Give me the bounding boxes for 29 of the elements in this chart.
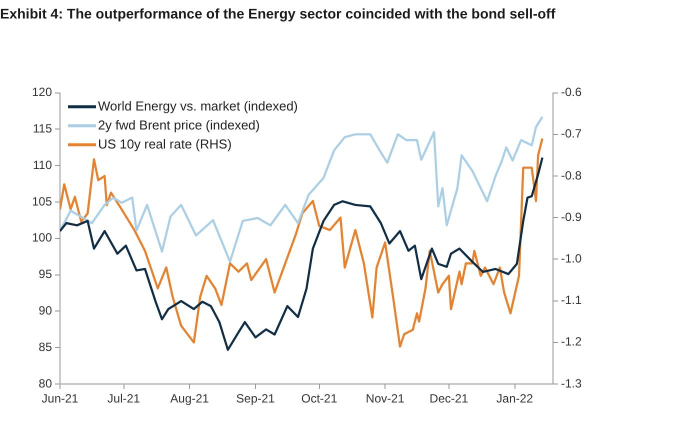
y-tick-label: 105 [32,194,52,208]
y2-tick-label: -1.3 [561,376,582,390]
y-tick-label: 115 [32,122,52,136]
x-tick-label: Oct-21 [301,392,338,406]
x-tick-label: Jul-21 [107,392,140,406]
y2-tick-label: -0.9 [561,210,582,224]
y2-tick-label: -0.7 [561,126,582,141]
y2-tick-label: -1.2 [561,334,582,349]
x-tick-label: Aug-21 [170,392,210,406]
y-tick-label: 90 [38,304,52,318]
y2-tick-label: -1.1 [561,293,582,308]
y-tick-label: 100 [32,230,52,245]
legend-label: World Energy vs. market (indexed) [98,98,298,114]
x-tick-label: Jan-22 [496,392,534,406]
x-tick-label: Jun-21 [42,392,79,406]
legend-label: 2y fwd Brent price (indexed) [98,117,260,132]
legend-label: US 10y real rate (RHS) [98,136,232,152]
y-tick-label: 110 [32,158,52,172]
y-tick-label: 120 [32,85,52,100]
y-tick-label: 85 [38,340,52,354]
y-tick-label: 80 [38,376,52,390]
x-tick-label: Dec-21 [430,392,469,406]
y2-tick-label: -0.6 [561,85,582,100]
y2-tick-label: -1.0 [561,252,582,266]
x-tick-label: Sep-21 [236,392,276,406]
chart-title: Exhibit 4: The outperformance of the Energy sector coincided with the bond sell-off [0,5,556,22]
y2-tick-label: -0.8 [561,168,582,182]
x-tick-label: Nov-21 [366,392,405,406]
y-tick-label: 95 [38,267,52,282]
